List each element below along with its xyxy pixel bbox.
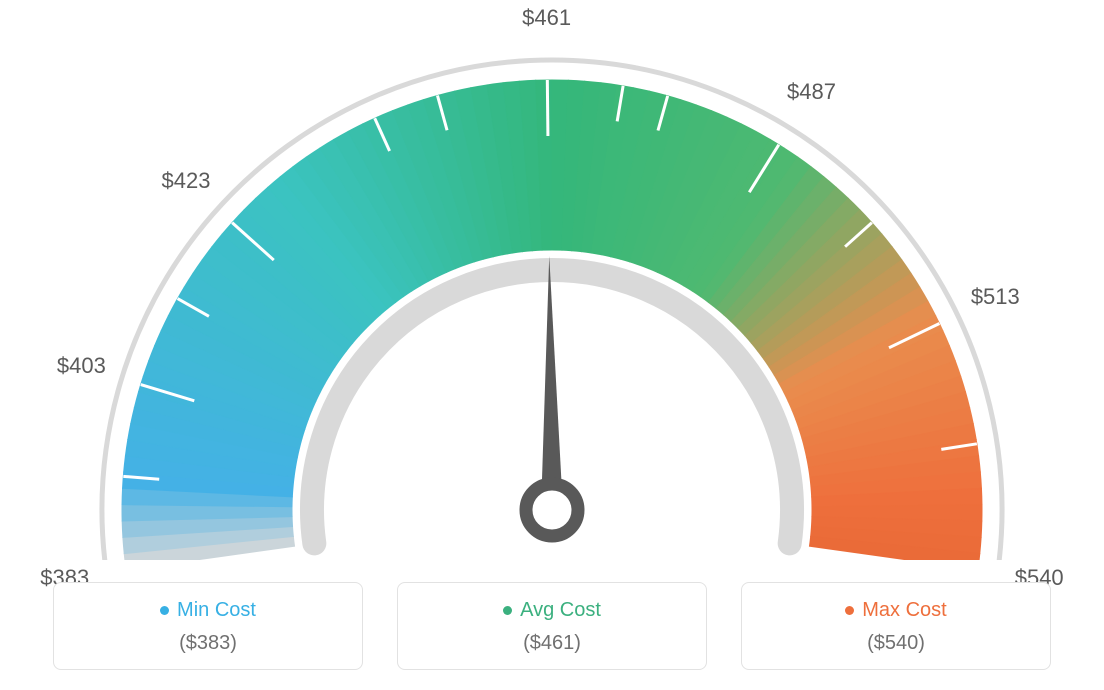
legend-title-min: Min Cost [160,599,256,622]
cost-gauge: $383$403$423$461$487$513$540 [0,0,1104,560]
legend-title-text: Avg Cost [520,599,601,622]
gauge-tick-label: $513 [971,284,1020,310]
legend-title-avg: Avg Cost [503,599,601,622]
gauge-tick-label: $403 [57,353,106,379]
gauge-tick-label: $423 [162,168,211,194]
legend-card-avg: Avg Cost ($461) [397,582,707,670]
gauge-tick-label: $461 [522,5,571,31]
legend-card-min: Min Cost ($383) [53,582,363,670]
legend-title-text: Max Cost [862,599,946,622]
legend-value-min: ($383) [64,632,352,655]
dot-icon [845,606,854,615]
dot-icon [160,606,169,615]
legend-value-avg: ($461) [408,632,696,655]
legend-title-max: Max Cost [845,599,946,622]
gauge-svg [0,0,1104,560]
legend-title-text: Min Cost [177,599,256,622]
legend-value-max: ($540) [752,632,1040,655]
legend-card-max: Max Cost ($540) [741,582,1051,670]
gauge-tick-label: $487 [787,79,836,105]
legend-row: Min Cost ($383) Avg Cost ($461) Max Cost… [0,582,1104,670]
dot-icon [503,606,512,615]
